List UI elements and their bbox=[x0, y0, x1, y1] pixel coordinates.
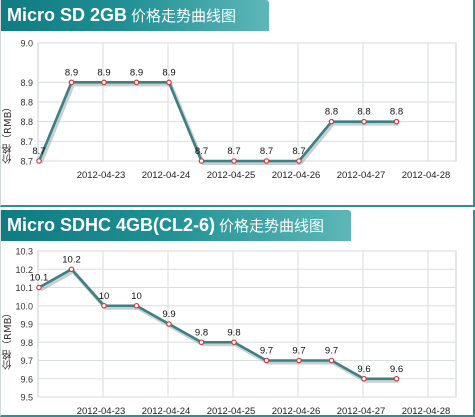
data-label: 8.7 bbox=[292, 146, 305, 157]
data-label: 9.8 bbox=[227, 327, 240, 338]
x-tick-label: 2012-04-24 bbox=[142, 170, 191, 181]
data-point bbox=[361, 375, 367, 382]
x-tick-label: 2012-04-23 bbox=[77, 170, 126, 181]
chart-title-banner: Micro SD 2GB 价格走势曲线图 bbox=[1, 0, 269, 31]
data-point bbox=[198, 339, 205, 346]
line-chart-micro-sdhc-4gb: 10.310.210.110.09.99.89.79.69.52012-04-2… bbox=[15, 247, 457, 417]
data-label: 9.7 bbox=[292, 346, 305, 357]
series-line bbox=[37, 81, 397, 163]
data-label: 9.6 bbox=[390, 364, 403, 375]
y-tick-label: 10.3 bbox=[15, 247, 33, 257]
data-point bbox=[361, 118, 367, 125]
chart-title-cn: 价格走势曲线图 bbox=[131, 7, 237, 25]
x-tick-label: 2012-04-24 bbox=[142, 406, 191, 417]
x-tick-label: 2012-04-25 bbox=[207, 170, 256, 181]
data-label: 8.7 bbox=[195, 146, 208, 157]
y-tick-label: 9.0 bbox=[20, 39, 33, 49]
data-label: 9.7 bbox=[260, 346, 273, 357]
y-tick-label: 9.6 bbox=[20, 374, 33, 384]
data-label: 9.7 bbox=[325, 346, 338, 357]
y-tick-label: 10.1 bbox=[15, 283, 33, 293]
y-tick-label: 10.0 bbox=[15, 301, 33, 311]
chart-title-cn: 价格走势曲线图 bbox=[219, 217, 325, 235]
data-point bbox=[231, 158, 237, 164]
y-tick-label: 8.8 bbox=[20, 117, 33, 127]
data-point bbox=[68, 79, 75, 86]
x-tick-label: 2012-04-25 bbox=[207, 406, 256, 417]
data-label: 8.9 bbox=[130, 67, 143, 78]
series-line-shadow bbox=[38, 82, 398, 165]
y-tick-label: 8.7 bbox=[20, 137, 33, 147]
data-point bbox=[166, 79, 172, 86]
data-point bbox=[101, 302, 107, 309]
chart-title-banner: Micro SDHC 4GB(CL2-6) 价格走势曲线图 bbox=[1, 210, 351, 241]
data-label: 10.2 bbox=[62, 254, 81, 265]
data-point bbox=[296, 158, 302, 164]
data-label: 8.7 bbox=[32, 146, 45, 157]
data-point bbox=[393, 118, 400, 125]
data-label: 8.8 bbox=[390, 107, 403, 118]
data-label: 8.9 bbox=[162, 67, 175, 78]
data-label: 10 bbox=[99, 291, 110, 302]
x-tick-label: 2012-04-27 bbox=[337, 406, 386, 417]
data-label: 8.7 bbox=[227, 146, 240, 157]
data-point bbox=[133, 79, 140, 86]
data-label: 8.9 bbox=[97, 67, 110, 78]
y-tick-label: 8.8 bbox=[20, 98, 33, 108]
data-point bbox=[231, 339, 237, 346]
y-tick-label: 8.9 bbox=[20, 78, 33, 88]
data-label: 8.9 bbox=[65, 67, 78, 78]
data-point bbox=[263, 357, 270, 364]
data-point bbox=[133, 302, 140, 309]
data-point bbox=[263, 158, 270, 164]
y-tick-label: 9.8 bbox=[20, 338, 33, 348]
data-point bbox=[36, 158, 42, 164]
series-line bbox=[38, 267, 397, 381]
data-label: 9.9 bbox=[162, 309, 175, 320]
data-label: 10 bbox=[131, 291, 142, 302]
y-tick-label: 9.7 bbox=[20, 356, 33, 366]
chart-panel-micro-sdhc-4gb: Micro SDHC 4GB(CL2-6) 价格走势曲线图 价格（RMB） 10.… bbox=[0, 210, 475, 417]
y-tick-label: 9.5 bbox=[20, 393, 33, 403]
x-tick-label: 2012-04-26 bbox=[272, 170, 321, 181]
y-tick-label: 9.9 bbox=[20, 320, 33, 330]
data-label: 10.1 bbox=[30, 273, 49, 284]
chart-panel-micro-sd-2gb: Micro SD 2GB 价格走势曲线图 价格（RMB） 9.0 8.9 8.8 8.8… bbox=[0, 0, 475, 207]
data-label: 8.8 bbox=[357, 107, 370, 118]
data-point bbox=[101, 79, 107, 86]
data-label: 9.6 bbox=[357, 364, 370, 375]
data-point bbox=[36, 284, 42, 291]
x-tick-label: 2012-04-28 bbox=[402, 170, 451, 181]
data-point bbox=[296, 357, 302, 364]
x-tick-label: 2012-04-23 bbox=[77, 406, 126, 417]
data-point bbox=[328, 357, 335, 364]
x-tick-label: 2012-04-28 bbox=[402, 406, 451, 417]
x-tick-label: 2012-04-26 bbox=[272, 406, 321, 417]
data-point bbox=[393, 375, 400, 382]
data-point bbox=[68, 266, 75, 273]
data-point bbox=[166, 321, 172, 327]
data-point bbox=[328, 118, 335, 125]
data-label: 8.7 bbox=[260, 146, 273, 157]
data-label: 9.8 bbox=[195, 327, 208, 338]
chart-title: Micro SDHC 4GB(CL2-6) bbox=[7, 215, 216, 235]
chart-title: Micro SD 2GB bbox=[7, 5, 128, 25]
y-tick-label: 8.7 bbox=[20, 157, 33, 167]
y-tick-label: 10.2 bbox=[15, 265, 33, 275]
data-label: 8.8 bbox=[325, 107, 338, 118]
data-point bbox=[198, 158, 205, 164]
x-tick-label: 2012-04-27 bbox=[337, 170, 386, 181]
